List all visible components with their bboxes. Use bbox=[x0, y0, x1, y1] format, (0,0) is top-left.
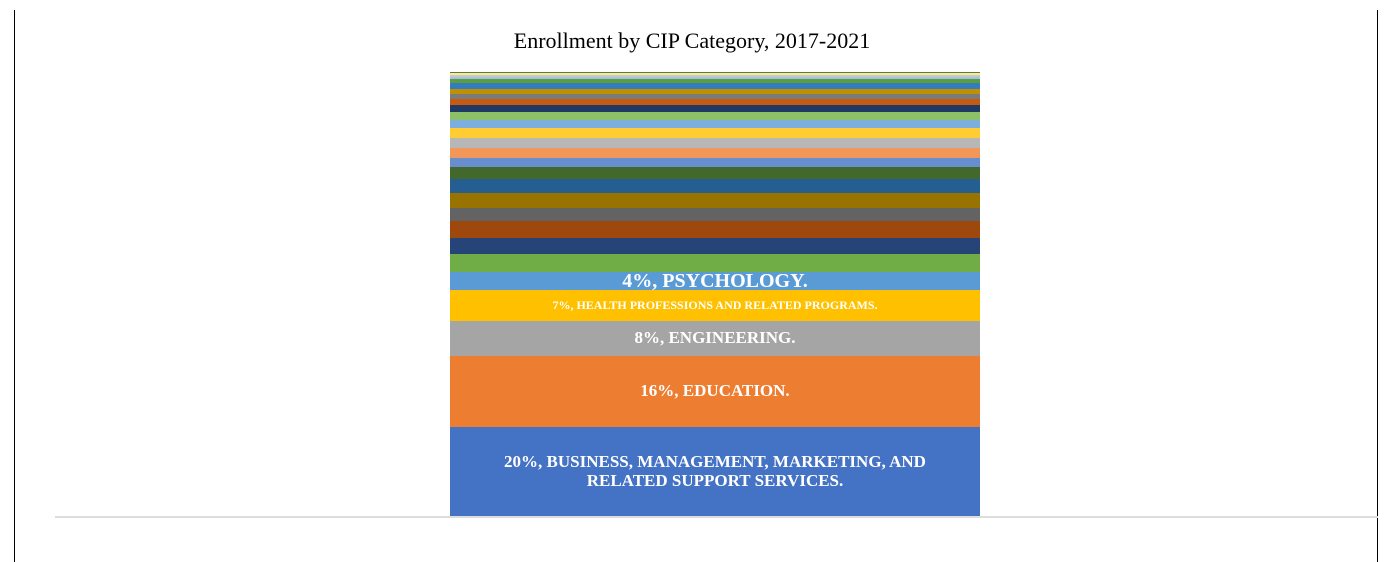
bar-segment bbox=[450, 99, 980, 106]
bar-segment bbox=[450, 72, 980, 74]
bar-segment bbox=[450, 89, 980, 95]
data-label: 4%, PSYCHOLOGY. bbox=[622, 269, 808, 292]
bar-segment bbox=[450, 157, 980, 168]
bar-segment bbox=[450, 76, 980, 80]
bar-segment: 16%, EDUCATION. bbox=[450, 356, 980, 428]
chart-title: Enrollment by CIP Category, 2017-2021 bbox=[513, 28, 871, 53]
bar-segment bbox=[450, 221, 980, 239]
data-label: 20%, BUSINESS, MANAGEMENT, MARKETING, AN… bbox=[504, 451, 926, 490]
bar-segment bbox=[450, 94, 980, 100]
bar-segment bbox=[450, 105, 980, 113]
bar-segment: 20%, BUSINESS, MANAGEMENT, MARKETING, AN… bbox=[450, 427, 980, 516]
data-label: 16%, EDUCATION. bbox=[640, 381, 790, 401]
stacked-bar: 20%, BUSINESS, MANAGEMENT, MARKETING, AN… bbox=[450, 72, 980, 516]
bar-segment bbox=[450, 128, 980, 139]
bar-segment bbox=[450, 192, 980, 208]
data-label: 7%, HEALTH PROFESSIONS AND RELATED PROGR… bbox=[552, 297, 878, 312]
bar-segment bbox=[450, 238, 980, 255]
bar-segment: 7%, HEALTH PROFESSIONS AND RELATED PROGR… bbox=[450, 289, 980, 321]
bar-segment bbox=[450, 73, 980, 76]
bar-segment bbox=[450, 207, 980, 222]
frame-right bbox=[1377, 10, 1378, 562]
bar-segment: 4%, PSYCHOLOGY. bbox=[450, 269, 980, 292]
bar-segment bbox=[450, 75, 980, 77]
bar-segment bbox=[450, 79, 980, 84]
frame-left bbox=[14, 10, 15, 562]
bar-segment bbox=[450, 254, 980, 272]
bar-segment bbox=[450, 167, 980, 180]
bar-segment bbox=[450, 179, 980, 193]
bar-segment bbox=[450, 83, 980, 90]
divider bbox=[55, 516, 1378, 518]
bar-segment: 8%, ENGINEERING. bbox=[450, 320, 980, 357]
data-label: 8%, ENGINEERING. bbox=[634, 328, 796, 348]
bar-segment bbox=[450, 138, 980, 148]
bar-segment bbox=[450, 120, 980, 129]
bar-segment bbox=[450, 112, 980, 121]
bar-segment bbox=[450, 147, 980, 158]
